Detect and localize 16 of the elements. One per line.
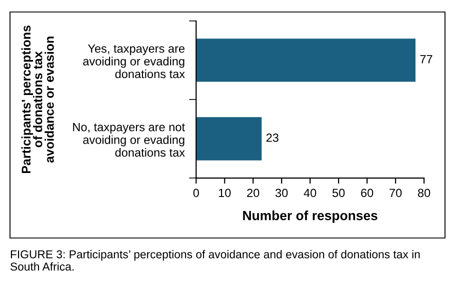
y-tick-label: No, taxpayers are not avoiding or evading donations tax bbox=[73, 123, 185, 157]
x-tick-label: 40 bbox=[304, 188, 316, 198]
x-tick-label: 80 bbox=[418, 188, 430, 198]
x-tick-label: 70 bbox=[390, 188, 402, 198]
y-axis-title: Participants' perceptions of donations tax avoidance or evasion bbox=[21, 26, 54, 174]
data-label: 77 bbox=[420, 55, 432, 64]
x-tick-label: 50 bbox=[332, 188, 345, 198]
x-axis-title: Number of responses bbox=[243, 210, 378, 223]
y-tick-label: Yes, taxpayers are avoiding or evading donations tax bbox=[83, 44, 185, 78]
x-tick-label: 30 bbox=[275, 188, 288, 198]
x-tick-label: 20 bbox=[247, 188, 260, 198]
x-tick-label: 0 bbox=[193, 188, 199, 198]
x-tick-label: 10 bbox=[218, 188, 231, 198]
data-label: 23 bbox=[266, 134, 278, 142]
caption: FIGURE 3: Participants’ perceptions of avoidance and evasion of donations tax in South Africa. bbox=[10, 250, 420, 271]
x-tick-label: 60 bbox=[361, 188, 374, 198]
